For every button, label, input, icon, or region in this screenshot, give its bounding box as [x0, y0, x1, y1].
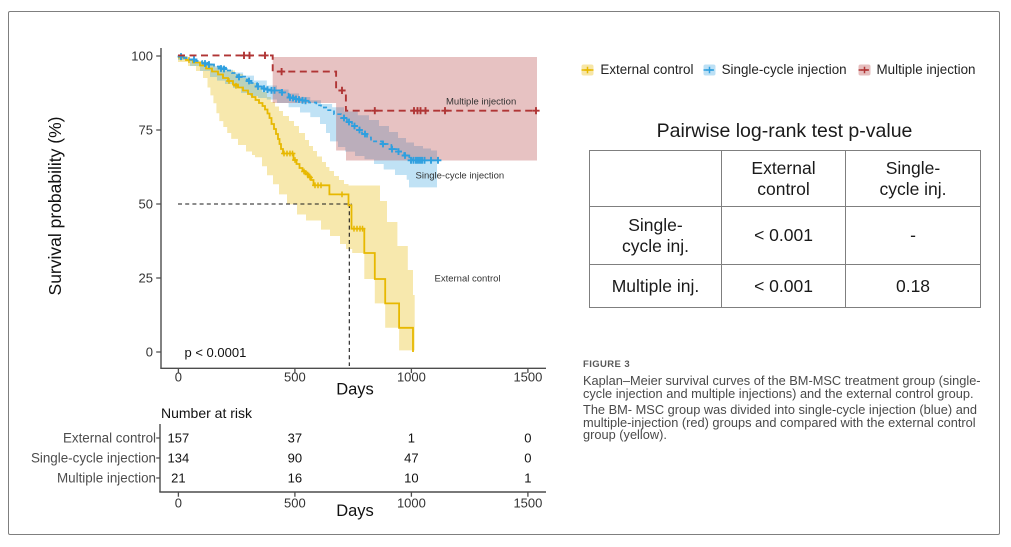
svg-text:1500: 1500: [513, 496, 542, 511]
svg-text:Days: Days: [336, 381, 374, 399]
svg-text:75: 75: [139, 123, 153, 138]
svg-text:1000: 1000: [397, 370, 426, 385]
svg-text:Single-cycle injection: Single-cycle injection: [31, 451, 156, 466]
svg-text:100: 100: [131, 49, 153, 64]
svg-text:47: 47: [404, 451, 418, 466]
svg-text:External control: External control: [63, 431, 156, 446]
svg-text:0: 0: [146, 345, 153, 360]
svg-text:0: 0: [524, 431, 531, 446]
svg-text:16: 16: [288, 471, 302, 486]
svg-text:Multiple injection: Multiple injection: [446, 97, 516, 108]
svg-text:500: 500: [284, 370, 306, 385]
svg-text:Survival probability (%): Survival probability (%): [45, 117, 65, 296]
svg-text:10: 10: [404, 471, 418, 486]
svg-text:External control: External control: [435, 274, 501, 285]
svg-text:134: 134: [168, 451, 190, 466]
svg-text:Number at risk: Number at risk: [161, 405, 253, 421]
svg-text:37: 37: [288, 431, 302, 446]
svg-text:0: 0: [175, 496, 182, 511]
svg-text:50: 50: [139, 197, 153, 212]
svg-text:0: 0: [175, 370, 182, 385]
svg-text:Multiple injection: Multiple injection: [57, 471, 156, 486]
svg-text:90: 90: [288, 451, 302, 466]
svg-text:1: 1: [524, 471, 531, 486]
svg-text:p < 0.0001: p < 0.0001: [185, 345, 247, 360]
svg-text:Days: Days: [336, 502, 374, 520]
svg-text:1000: 1000: [397, 496, 426, 511]
svg-text:21: 21: [171, 471, 185, 486]
svg-text:1500: 1500: [513, 370, 542, 385]
svg-text:157: 157: [168, 431, 190, 446]
svg-text:0: 0: [524, 451, 531, 466]
svg-text:500: 500: [284, 496, 306, 511]
svg-text:25: 25: [139, 271, 153, 286]
svg-text:Single-cycle injection: Single-cycle injection: [416, 171, 505, 182]
svg-text:1: 1: [408, 431, 415, 446]
